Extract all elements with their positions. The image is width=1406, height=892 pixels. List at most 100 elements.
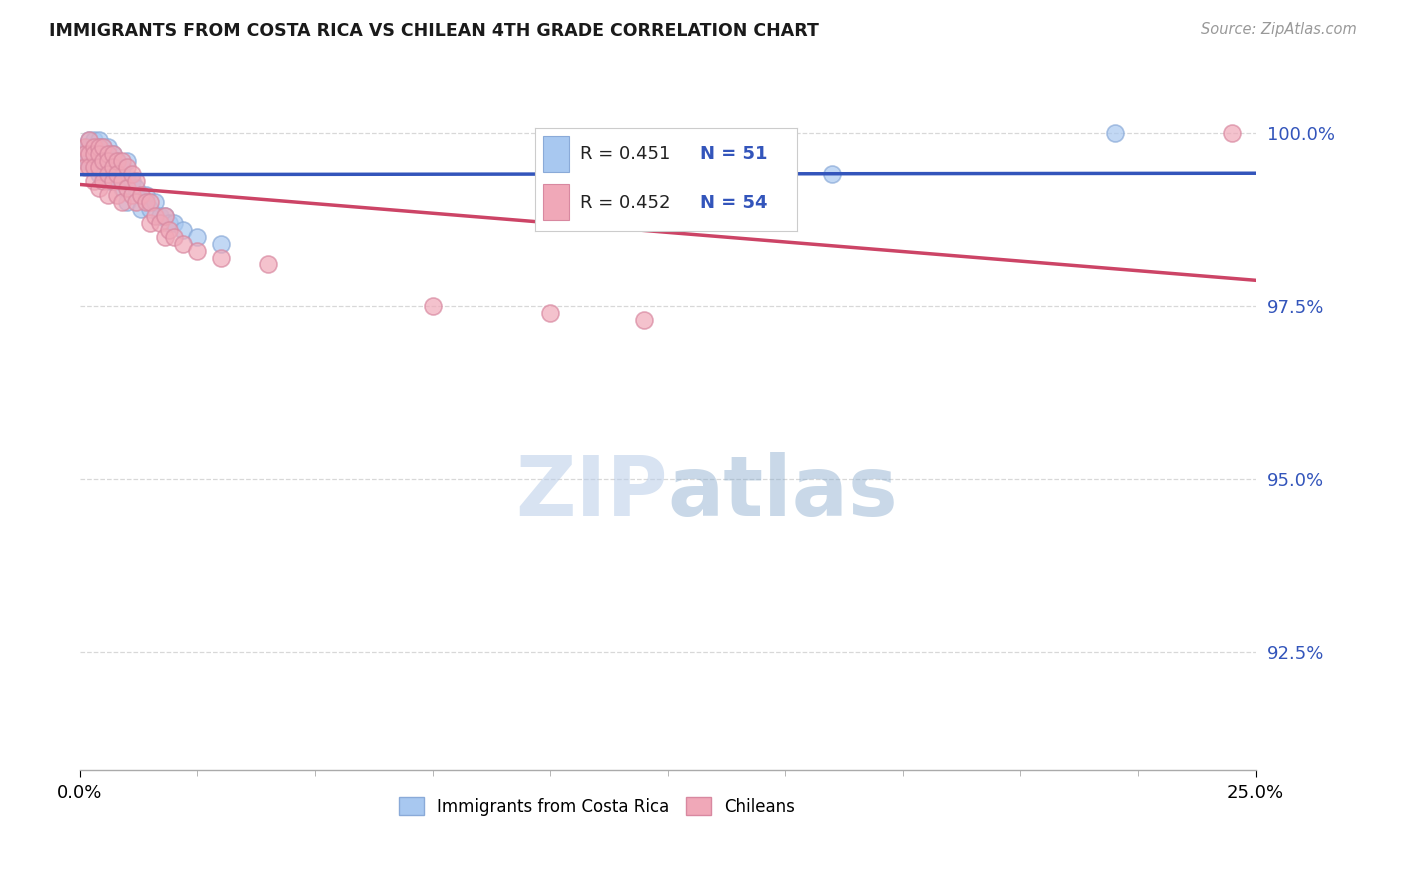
Point	[73, 153, 96, 168]
Point	[153, 209, 176, 223]
Point	[186, 244, 208, 258]
Point	[87, 168, 110, 182]
Point	[87, 146, 110, 161]
Point	[163, 216, 186, 230]
Point	[139, 195, 162, 210]
Point	[87, 146, 110, 161]
Point	[93, 139, 115, 153]
Point	[77, 139, 100, 153]
Point	[97, 139, 120, 153]
Point	[107, 174, 129, 188]
Legend: Immigrants from Costa Rica, Chileans: Immigrants from Costa Rica, Chileans	[391, 789, 804, 824]
Point	[129, 188, 152, 202]
Point	[115, 153, 138, 168]
Point	[139, 202, 162, 216]
Text: ZIP: ZIP	[515, 452, 668, 533]
Point	[97, 146, 120, 161]
Text: R = 0.451: R = 0.451	[579, 145, 671, 163]
Point	[83, 153, 105, 168]
Point	[97, 174, 120, 188]
Point	[121, 188, 143, 202]
Point	[139, 216, 162, 230]
Point	[73, 161, 96, 175]
Point	[101, 174, 124, 188]
Point	[107, 168, 129, 182]
Point	[83, 139, 105, 153]
Point	[93, 174, 115, 188]
Text: atlas: atlas	[668, 452, 898, 533]
Point	[149, 216, 172, 230]
Point	[209, 251, 232, 265]
Point	[129, 202, 152, 216]
Point	[125, 195, 148, 210]
Point	[135, 188, 157, 202]
Point	[157, 216, 180, 230]
Point	[93, 146, 115, 161]
Point	[538, 306, 561, 320]
Point	[101, 161, 124, 175]
Text: Source: ZipAtlas.com: Source: ZipAtlas.com	[1201, 22, 1357, 37]
Point	[101, 153, 124, 168]
Point	[186, 229, 208, 244]
Point	[73, 139, 96, 153]
Point	[77, 146, 100, 161]
Point	[83, 161, 105, 175]
Point	[115, 181, 138, 195]
Point	[87, 139, 110, 153]
Point	[121, 168, 143, 182]
Point	[143, 195, 166, 210]
Point	[111, 153, 134, 168]
Point	[135, 195, 157, 210]
Point	[83, 161, 105, 175]
Point	[129, 188, 152, 202]
Point	[633, 313, 655, 327]
Bar	[543, 185, 569, 220]
Point	[111, 195, 134, 210]
Point	[111, 181, 134, 195]
Point	[93, 168, 115, 182]
Point	[115, 161, 138, 175]
Point	[422, 299, 444, 313]
Point	[143, 209, 166, 223]
Point	[101, 174, 124, 188]
Point	[73, 139, 96, 153]
Point	[97, 161, 120, 175]
Point	[107, 153, 129, 168]
Point	[83, 139, 105, 153]
Point	[101, 146, 124, 161]
Point	[125, 174, 148, 188]
Point	[111, 161, 134, 175]
Point	[153, 229, 176, 244]
Point	[97, 168, 120, 182]
Point	[73, 146, 96, 161]
Text: R = 0.452: R = 0.452	[579, 194, 671, 212]
Text: IMMIGRANTS FROM COSTA RICA VS CHILEAN 4TH GRADE CORRELATION CHART: IMMIGRANTS FROM COSTA RICA VS CHILEAN 4T…	[49, 22, 820, 40]
Point	[115, 195, 138, 210]
Point	[93, 139, 115, 153]
Point	[125, 181, 148, 195]
Point	[83, 174, 105, 188]
Point	[163, 229, 186, 244]
Point	[111, 174, 134, 188]
Point	[83, 146, 105, 161]
Point	[1104, 126, 1126, 140]
Point	[77, 161, 100, 175]
Point	[101, 146, 124, 161]
Point	[87, 133, 110, 147]
Point	[121, 174, 143, 188]
Point	[77, 133, 100, 147]
Point	[87, 161, 110, 175]
Point	[83, 133, 105, 147]
Point	[149, 209, 172, 223]
Point	[83, 146, 105, 161]
Point	[87, 153, 110, 168]
Point	[77, 153, 100, 168]
Point	[153, 209, 176, 223]
Point	[97, 188, 120, 202]
Point	[172, 223, 194, 237]
Point	[209, 236, 232, 251]
Point	[821, 168, 844, 182]
Point	[87, 181, 110, 195]
Point	[97, 153, 120, 168]
Point	[93, 153, 115, 168]
